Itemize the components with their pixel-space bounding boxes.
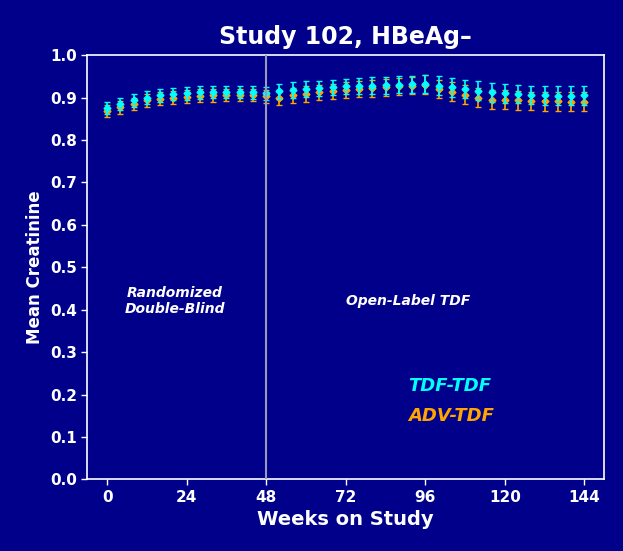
- X-axis label: Weeks on Study: Weeks on Study: [257, 510, 434, 530]
- Y-axis label: Mean Creatinine: Mean Creatinine: [26, 191, 44, 344]
- Text: Randomized
Double-Blind: Randomized Double-Blind: [125, 286, 226, 316]
- Title: Study 102, HBeAg–: Study 102, HBeAg–: [219, 25, 472, 49]
- Text: ADV-TDF: ADV-TDF: [408, 407, 493, 425]
- Text: TDF-TDF: TDF-TDF: [408, 377, 491, 395]
- Text: Open-Label TDF: Open-Label TDF: [346, 294, 470, 308]
